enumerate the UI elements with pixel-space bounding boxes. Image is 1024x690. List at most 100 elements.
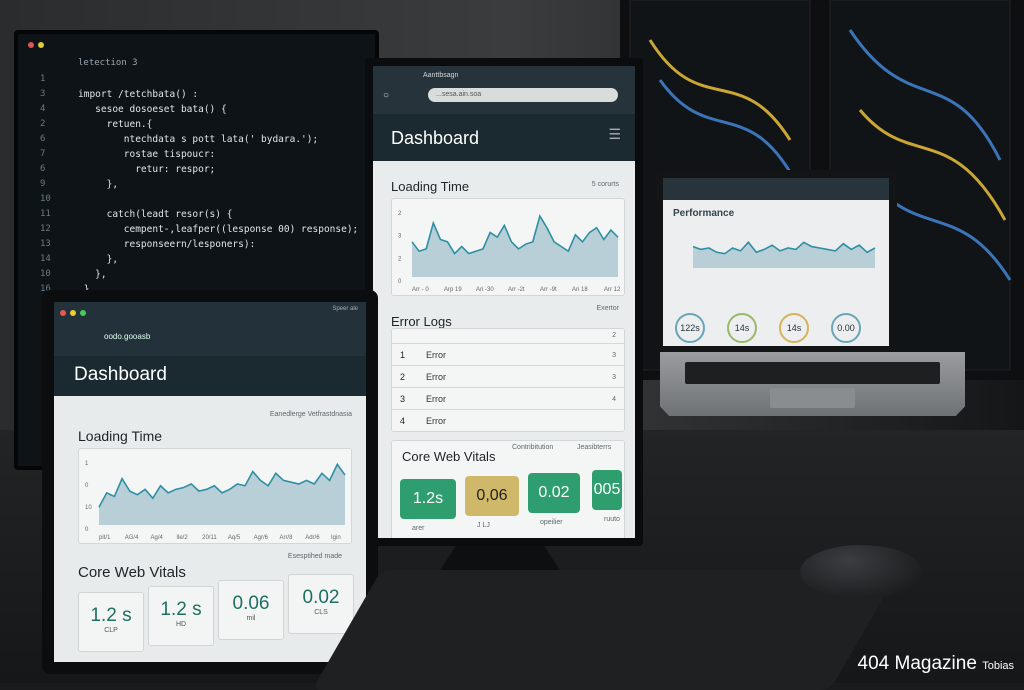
line-number: 9 [40, 179, 46, 189]
loading-time-chart: 2 3 2 0 Arr - 0 Arp 19 Ari -30 Arr -2t Arr -9t Ar… [391, 198, 625, 296]
performance-chart [692, 241, 876, 268]
gauge: 14s [779, 313, 809, 343]
code-line: ntechdata s pott lata(' bydara.'); [78, 134, 319, 145]
browser-tab[interactable]: Aanttbsagn [423, 72, 459, 79]
loading-time-chart: 1 0 10 0 pit/1 AG/4 Ag/4 Ile/2 20/11 Aq/5 Agr/6 Arr… [78, 448, 352, 544]
x-tick: Igin [331, 535, 341, 541]
vitals-note: Esesptihed made [287, 553, 342, 560]
page-title: Performance [673, 208, 735, 219]
row-number: 2 [400, 372, 406, 382]
maximize-dot [80, 310, 86, 316]
row-number: 3 [400, 394, 406, 404]
line-number: 12 [40, 224, 51, 234]
vital-label: CLP [104, 627, 118, 634]
row-number: 1 [400, 350, 406, 360]
row-count: 4 [612, 396, 616, 403]
table-row[interactable]: 2 Error 3 [392, 365, 624, 387]
vital-label: ruuto [604, 516, 620, 523]
loading-time-title: Loading Time [78, 428, 163, 444]
vital-tile: 1.2 s CLP [78, 592, 144, 652]
reload-icon[interactable]: ○ [383, 90, 390, 101]
y-tick: 10 [85, 505, 92, 511]
laptop-keyboard [685, 362, 940, 384]
x-tick: AG/4 [125, 535, 139, 541]
line-number: 4 [40, 104, 46, 114]
trackpad [770, 388, 855, 408]
tablet: Speer ale oodo.gooasb Dashboard Loading … [42, 290, 378, 674]
row-label: Error [426, 372, 446, 382]
loading-time-title: Loading Time [391, 179, 470, 194]
line-number: 2 [40, 119, 46, 129]
code-line: import /tetchbata() : [78, 89, 199, 100]
line-number: 13 [40, 239, 51, 249]
y-tick: 0 [85, 527, 89, 533]
x-tick: Arr - 0 [412, 287, 429, 293]
x-tick: Ag/4 [151, 535, 164, 541]
code-line: }, [78, 254, 119, 265]
y-tick: 2 [398, 256, 402, 262]
x-tick: Ile/2 [176, 535, 188, 541]
code-line: cempent-,leafper((lesponse 00) response)… [78, 224, 359, 235]
y-tick: 0 [85, 483, 89, 489]
line-number: 11 [40, 209, 51, 219]
code-line: }, [78, 179, 119, 190]
dashboard-header: Dashboard ☰ [373, 114, 635, 161]
line-number: 10 [40, 269, 51, 279]
close-dot [28, 42, 34, 48]
loading-note: 5 corurts [591, 181, 619, 188]
vital-tile: 0,06 [465, 476, 519, 516]
vitals-title: Core Web Vitals [402, 449, 496, 464]
row-label: Error [426, 350, 446, 360]
x-tick: Arr -9t [540, 287, 557, 293]
page-title: Dashboard [74, 364, 167, 385]
gauge: 0.00 [831, 313, 861, 343]
vital-tile: 0.02 [528, 473, 580, 513]
minimize-dot [38, 42, 44, 48]
center-monitor: Aanttbsagn ○ ...sesa.ain.soa Dashboard ☰… [365, 58, 643, 546]
line-number: 14 [40, 254, 51, 264]
vital-value: 1.2 s [90, 605, 132, 626]
vital-label: HD [175, 621, 187, 628]
chart-area [412, 216, 618, 277]
browser-toolbar: Speer ale oodo.gooasb [54, 302, 366, 356]
browser-toolbar [663, 178, 889, 200]
error-header-count: 2 [612, 332, 616, 339]
url-bar[interactable]: ...sesa.ain.soa [428, 88, 618, 102]
hamburger-icon[interactable]: ☰ [608, 126, 621, 142]
vital-value: 0.06 [232, 593, 270, 614]
line-number: 7 [40, 149, 46, 159]
table-row[interactable]: 4 Error [392, 409, 624, 431]
laptop-keyboard-base [660, 352, 965, 416]
code-line: sesoe dosoeset bata() { [78, 104, 227, 115]
vital-value: 0.02 [302, 587, 340, 608]
vital-tile: 1.2s [400, 479, 456, 519]
url-bar[interactable]: oodo.gooasb [104, 332, 151, 341]
vital-label: opeilier [540, 519, 563, 526]
table-row[interactable]: 1 Error 3 [392, 343, 624, 365]
gauge: 122s [675, 313, 705, 343]
error-logs-title: Error Logs [391, 314, 452, 329]
line-number: 6 [40, 134, 46, 144]
gauge: 14s [727, 313, 757, 343]
code-line: retur: respor; [78, 164, 216, 175]
table-row[interactable]: 3 Error 4 [392, 387, 624, 409]
vital-label: mil [246, 615, 256, 622]
vital-label: arer [412, 525, 425, 532]
chart-line [98, 462, 346, 508]
core-web-vitals-card: Core Web Vitals Contribitution Jeasibter… [391, 440, 625, 538]
code-line: rostae tispoucr: [78, 149, 216, 160]
vitals-title: Core Web Vitals [78, 564, 186, 581]
row-number: 4 [400, 416, 406, 426]
error-logs-table: 2 1 Error 3 2 Error 3 3 Error 4 4 Error [391, 328, 625, 432]
browser-toolbar: Aanttbsagn ○ ...sesa.ain.soa [373, 66, 635, 114]
close-dot [60, 310, 66, 316]
vital-value: 1.2 s [160, 599, 202, 620]
row-count: 3 [612, 374, 616, 381]
minimize-dot [70, 310, 76, 316]
line-number: 6 [40, 164, 46, 174]
editor-tab[interactable]: letection 3 [78, 58, 138, 68]
watermark-brand: 404 Magazine [857, 653, 977, 674]
vitals-note: Contribitution [512, 444, 554, 451]
x-tick: Aq/5 [228, 535, 241, 541]
line-number: 3 [40, 89, 46, 99]
